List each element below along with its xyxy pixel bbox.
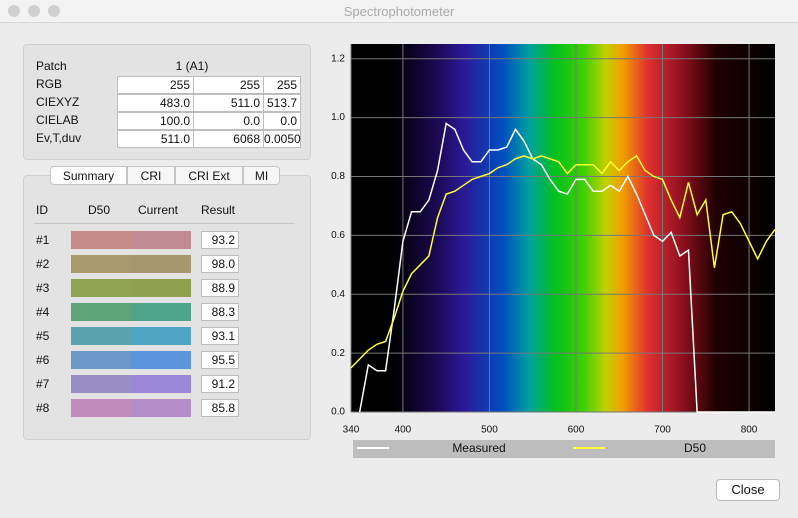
- current-swatch: [131, 279, 191, 297]
- y-tick-label: 0.0: [331, 407, 345, 418]
- value-cell: 255: [117, 76, 194, 94]
- row-label: CIELAB: [36, 113, 79, 127]
- y-tick-label: 1.2: [331, 53, 345, 64]
- value-cell: 0.0050: [263, 130, 301, 148]
- chart: 0.0 0.2 0.4 0.6 0.8 1.0 1.2 340 400 500 600 700 800 M…: [331, 44, 776, 458]
- result-cell: 88.9: [201, 279, 239, 297]
- series-line: [358, 122, 775, 413]
- legend-background: [353, 440, 775, 458]
- value-cell: 483.0: [117, 94, 194, 112]
- current-swatch: [131, 375, 191, 393]
- legend-label: D50: [684, 441, 706, 455]
- title-bar: [0, 0, 798, 23]
- d50-swatch: [71, 255, 131, 273]
- result-cell: 91.2: [201, 375, 239, 393]
- y-tick-label: 1.0: [331, 112, 345, 123]
- value-cell: 6068: [193, 130, 264, 148]
- tab[interactable]: CRI: [127, 166, 175, 185]
- cri-id: #4: [36, 305, 50, 319]
- close-button[interactable]: Close: [716, 479, 780, 501]
- cri-id: #8: [36, 401, 50, 415]
- legend-label: Measured: [452, 441, 505, 455]
- column-header: Current: [138, 203, 179, 217]
- value-cell: 511.0: [193, 94, 264, 112]
- column-header: Result: [201, 203, 236, 217]
- row-label: CIEXYZ: [36, 95, 80, 109]
- row-label: RGB: [36, 77, 63, 91]
- result-cell: 85.8: [201, 399, 239, 417]
- plot-background: [351, 44, 775, 412]
- cri-id: #3: [36, 281, 50, 295]
- d50-swatch: [71, 279, 131, 297]
- result-cell: 98.0: [201, 255, 239, 273]
- value-cell: 100.0: [117, 112, 194, 130]
- x-tick-label: 600: [568, 425, 585, 436]
- patch-value: 1 (A1): [175, 59, 209, 73]
- value-cell: 513.7: [263, 94, 301, 112]
- row-label: Ev,T,duv: [36, 131, 82, 145]
- y-tick-label: 0.4: [331, 289, 345, 300]
- y-tick-label: 0.6: [331, 230, 345, 241]
- current-swatch: [131, 231, 191, 249]
- value-cell: 255: [263, 76, 301, 94]
- current-swatch: [131, 303, 191, 321]
- x-tick-label: 800: [741, 425, 758, 436]
- current-swatch: [131, 351, 191, 369]
- series-line: [350, 154, 776, 369]
- minimize-dot[interactable]: [28, 5, 40, 17]
- cri-id: #1: [36, 233, 50, 247]
- d50-swatch: [71, 375, 131, 393]
- cri-id: #2: [36, 257, 50, 271]
- result-cell: 93.2: [201, 231, 239, 249]
- column-header: ID: [36, 203, 48, 217]
- zoom-dot[interactable]: [48, 5, 60, 17]
- current-swatch: [131, 327, 191, 345]
- current-swatch: [131, 399, 191, 417]
- column-header: D50: [88, 203, 111, 217]
- d50-swatch: [71, 231, 131, 249]
- value-cell: 0.0: [193, 112, 264, 130]
- current-swatch: [131, 255, 191, 273]
- d50-swatch: [71, 399, 131, 417]
- result-cell: 95.5: [201, 351, 239, 369]
- d50-swatch: [71, 303, 131, 321]
- patch-label: Patch: [36, 59, 67, 73]
- d50-swatch: [71, 351, 131, 369]
- cri-id: #5: [36, 329, 50, 343]
- result-cell: 93.1: [201, 327, 239, 345]
- cri-id: #6: [36, 353, 50, 367]
- cri-id: #7: [36, 377, 50, 391]
- value-cell: 255: [193, 76, 264, 94]
- d50-swatch: [71, 327, 131, 345]
- x-tick-label: 400: [395, 425, 412, 436]
- x-tick-label: 340: [343, 425, 360, 436]
- y-tick-label: 0.2: [331, 348, 345, 359]
- tab[interactable]: CRI Ext: [175, 166, 243, 185]
- close-dot[interactable]: [8, 5, 20, 17]
- window-title: Spectrophotometer: [343, 4, 455, 19]
- y-tick-label: 0.8: [331, 171, 345, 182]
- x-tick-label: 700: [654, 425, 671, 436]
- value-cell: 0.0: [263, 112, 301, 130]
- x-tick-label: 500: [481, 425, 498, 436]
- separator: [34, 223, 295, 224]
- tab[interactable]: Summary: [50, 166, 127, 185]
- tab[interactable]: MI: [243, 166, 280, 185]
- result-cell: 88.3: [201, 303, 239, 321]
- value-cell: 511.0: [117, 130, 194, 148]
